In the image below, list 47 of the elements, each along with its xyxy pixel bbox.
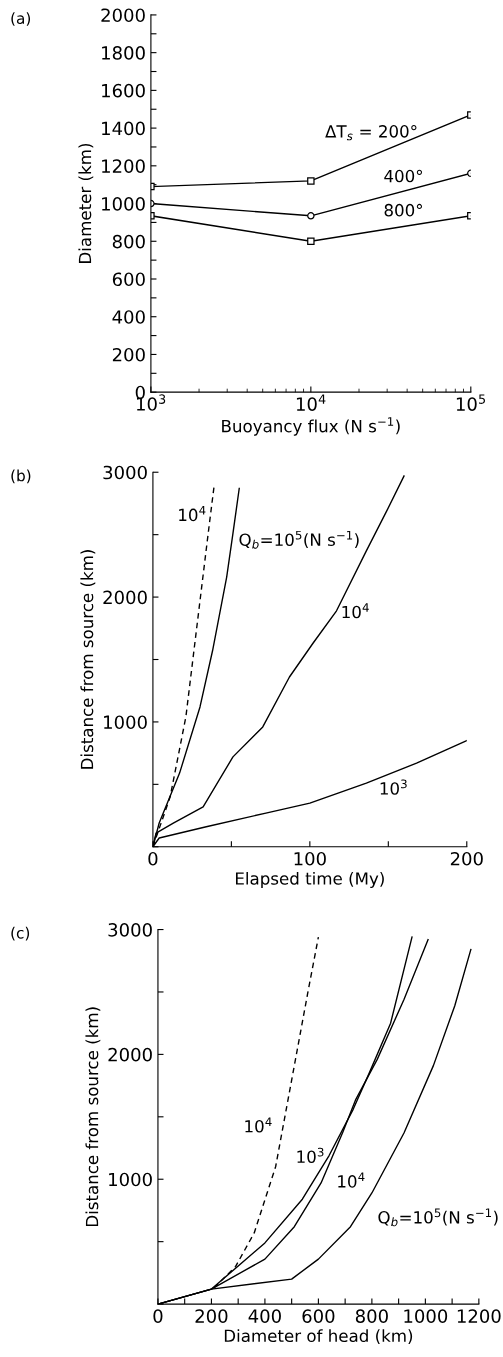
- series-label: Q$_{b}$=10$^{5}$(N s$^{−1}$): [378, 1208, 498, 1227]
- y-tick-label: 800: [112, 234, 145, 249]
- x-axis-title: Elapsed time (My): [236, 871, 384, 889]
- y-tick-label: 200: [112, 347, 145, 362]
- text: (b): [11, 469, 31, 484]
- series-label: 10$^{4}$: [342, 603, 369, 619]
- y-tick-label: 1200: [102, 159, 145, 173]
- series-label: 800°: [384, 203, 422, 217]
- x-tick-label: 0: [153, 1309, 163, 1323]
- x-tick-label: 1000: [404, 1309, 448, 1323]
- y-axis-title: Distance from source (km): [85, 1007, 101, 1227]
- series-label: ΔT$_{s}$ = 200°: [325, 125, 417, 141]
- y-tick-label: 400: [112, 310, 145, 324]
- y-tick-label: 3000: [103, 465, 147, 480]
- series-label: 10$^{3}$: [297, 1147, 324, 1163]
- x-tick-label: 10$^{4}$: [296, 394, 326, 411]
- x-tick-label: 10$^{5}$: [456, 394, 485, 411]
- x-axis-title: Buoyancy flux (N s$^{−1}$): [222, 417, 400, 436]
- series-label: 10$^{4}$: [179, 506, 206, 522]
- y-tick-label: 2000: [108, 1047, 152, 1062]
- y-tick-label: 2000: [101, 8, 145, 23]
- y-tick-label: 3000: [108, 923, 152, 937]
- y-tick-label: 1800: [102, 46, 145, 60]
- series-label: 10$^{4}$: [245, 1117, 272, 1133]
- x-tick-label: 800: [355, 1309, 388, 1323]
- text: (c): [11, 926, 30, 941]
- x-tick-label: 200: [450, 851, 483, 866]
- x-tick-label: 600: [302, 1309, 335, 1323]
- y-tick-label: 2000: [103, 590, 147, 605]
- y-tick-label: 1600: [102, 83, 145, 98]
- x-tick-label: 1200: [457, 1309, 501, 1323]
- y-tick-label: 1400: [102, 121, 145, 136]
- y-tick-label: 600: [112, 272, 145, 287]
- y-axis-title: Distance from source (km): [80, 550, 96, 769]
- x-tick-label: 400: [248, 1309, 281, 1323]
- y-tick-label: 1000: [109, 1172, 152, 1187]
- y-tick-label: 1000: [104, 715, 147, 730]
- x-tick-label: 200: [195, 1309, 228, 1323]
- series-label: 10$^{4}$: [338, 1172, 365, 1188]
- series-label: 10$^{3}$: [380, 779, 407, 795]
- text: (a): [11, 12, 31, 26]
- series-label: Q$_{b}$=10$^{5}$(N s$^{−1}$): [239, 530, 359, 549]
- y-axis-title: Diameter (km): [78, 143, 94, 263]
- series-label: 400°: [384, 169, 422, 183]
- x-tick-label: 100: [294, 851, 326, 866]
- x-axis-title: Diameter of head (km): [224, 1329, 413, 1345]
- y-tick-label: 1000: [102, 197, 145, 211]
